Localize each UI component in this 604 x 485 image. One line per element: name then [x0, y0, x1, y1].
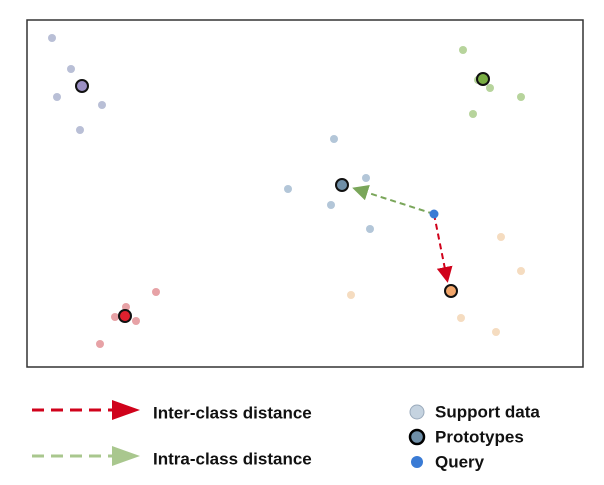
support-point — [76, 126, 84, 134]
support-point — [517, 267, 525, 275]
support-point — [284, 185, 292, 193]
legend-label: Query — [435, 452, 485, 471]
support-point — [67, 65, 75, 73]
prototype-point — [75, 79, 89, 93]
support-point — [152, 288, 160, 296]
legend-query-marker — [411, 456, 423, 468]
support-point — [457, 314, 465, 322]
legend-intra-head — [112, 446, 140, 466]
query-point — [429, 209, 439, 219]
prototype-point — [118, 309, 132, 323]
legend-label: Intra-class distance — [153, 449, 312, 468]
prototype-point — [444, 284, 458, 298]
legend-label: Support data — [435, 402, 540, 421]
intra-arrow — [352, 185, 435, 215]
support-point — [362, 174, 370, 182]
support-point — [98, 101, 106, 109]
support-point — [96, 340, 104, 348]
support-point — [517, 93, 525, 101]
support-point — [53, 93, 61, 101]
support-point — [459, 46, 467, 54]
support-point — [366, 225, 374, 233]
plot-frame — [26, 19, 584, 368]
support-point — [497, 233, 505, 241]
prototype-point — [335, 178, 349, 192]
support-point — [492, 328, 500, 336]
legend-support-marker — [409, 404, 425, 420]
legend-label: Prototypes — [435, 427, 524, 446]
legend-prototype-marker — [408, 428, 426, 446]
support-point — [486, 84, 494, 92]
support-point — [132, 317, 140, 325]
legend-label: Inter-class distance — [153, 403, 312, 422]
support-point — [347, 291, 355, 299]
support-point — [327, 201, 335, 209]
support-point — [48, 34, 56, 42]
support-point — [330, 135, 338, 143]
legend-inter-head — [112, 400, 140, 420]
points — [48, 34, 525, 348]
support-point — [111, 313, 119, 321]
inter-arrow — [433, 213, 453, 283]
prototype-point — [476, 72, 490, 86]
support-point — [122, 303, 130, 311]
support-point — [469, 110, 477, 118]
